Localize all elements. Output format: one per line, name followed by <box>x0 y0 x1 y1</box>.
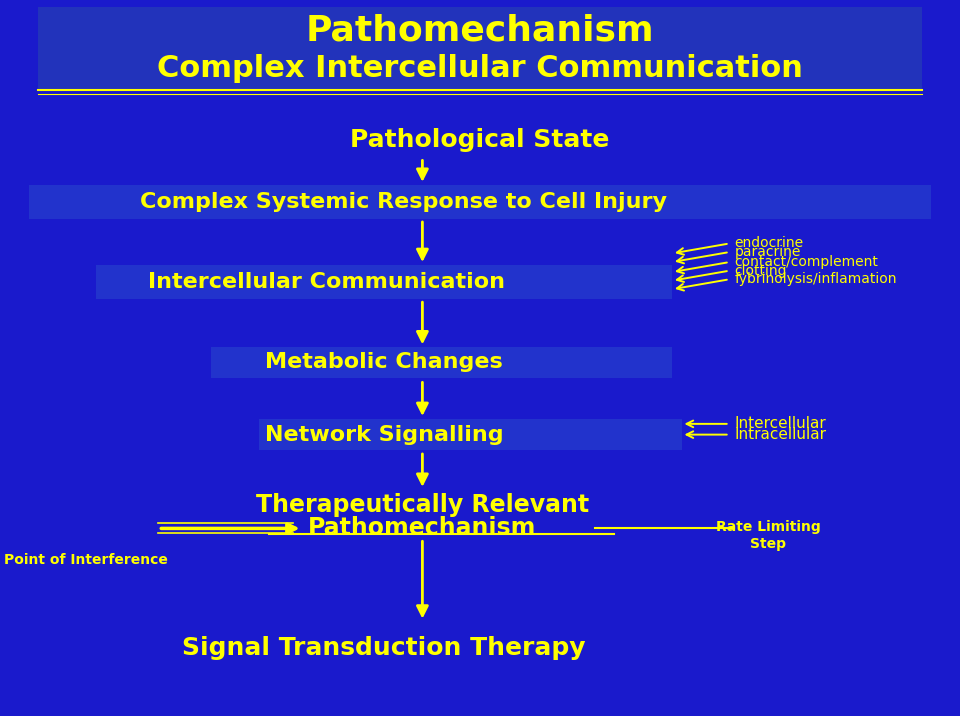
Text: Therapeutically Relevant: Therapeutically Relevant <box>255 493 589 517</box>
Text: paracrine: paracrine <box>734 245 801 259</box>
Text: Intercellular: Intercellular <box>734 417 827 431</box>
Text: Network Signalling: Network Signalling <box>265 425 503 445</box>
Text: contact/complement: contact/complement <box>734 255 878 269</box>
Text: clotting: clotting <box>734 263 787 278</box>
Text: endocrine: endocrine <box>734 236 804 251</box>
FancyBboxPatch shape <box>96 265 672 299</box>
Text: Pathomechanism: Pathomechanism <box>308 516 537 541</box>
FancyBboxPatch shape <box>259 419 682 450</box>
Text: Pathological State: Pathological State <box>350 127 610 152</box>
Text: Point of Interference: Point of Interference <box>5 553 168 567</box>
FancyBboxPatch shape <box>211 347 672 378</box>
Text: Complex Systemic Response to Cell Injury: Complex Systemic Response to Cell Injury <box>140 192 666 212</box>
Text: Pathomechanism: Pathomechanism <box>305 13 655 47</box>
Text: Signal Transduction Therapy: Signal Transduction Therapy <box>182 636 586 660</box>
Text: fybrinolysis/inflamation: fybrinolysis/inflamation <box>734 272 897 286</box>
Text: Intercellular Communication: Intercellular Communication <box>148 272 505 292</box>
Text: Metabolic Changes: Metabolic Changes <box>265 352 503 372</box>
FancyBboxPatch shape <box>29 185 931 219</box>
Text: Complex Intercellular Communication: Complex Intercellular Communication <box>157 54 803 84</box>
Text: Rate Limiting
Step: Rate Limiting Step <box>715 521 821 551</box>
Text: Intracellular: Intracellular <box>734 427 827 442</box>
FancyBboxPatch shape <box>38 7 922 90</box>
